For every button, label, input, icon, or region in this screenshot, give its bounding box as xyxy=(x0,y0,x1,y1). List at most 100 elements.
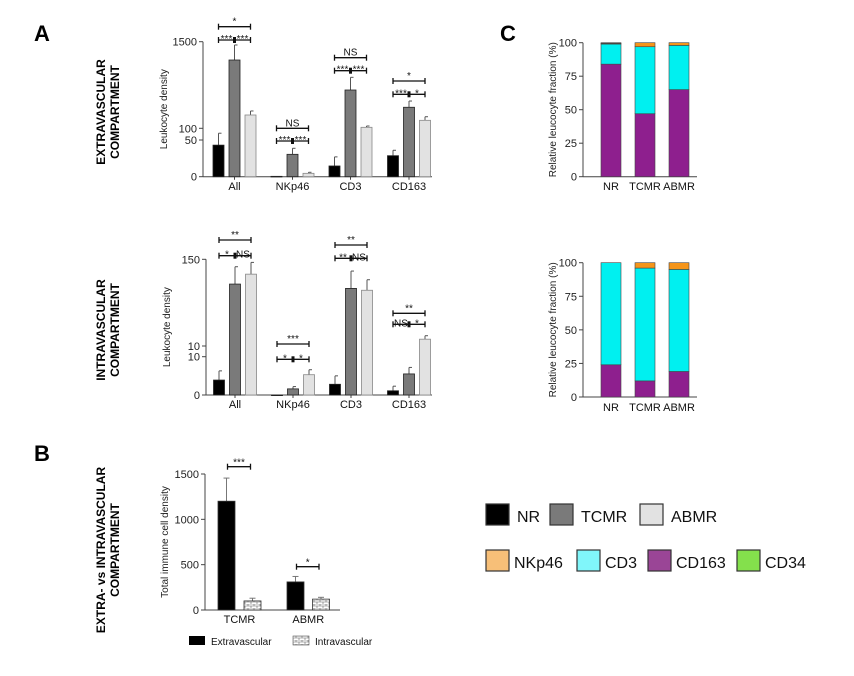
legend-swatch-nr xyxy=(485,503,510,526)
y-tick-label: 1500 xyxy=(175,469,199,481)
significance-label: *** xyxy=(221,34,233,45)
bar-nr-cd163 xyxy=(387,390,399,396)
y-axis-label: Relative leucocyte fraction (%) xyxy=(548,42,559,177)
y-tick-label: 100 xyxy=(559,258,577,270)
legend-label-abmr: ABMR xyxy=(671,509,717,526)
panel-label-a: A xyxy=(34,21,50,46)
y-axis-label: Relative leucocyte fraction (%) xyxy=(548,262,559,397)
legend-swatch-cd163 xyxy=(647,549,672,572)
x-tick-label: CD163 xyxy=(392,399,426,411)
x-tick-label: All xyxy=(229,399,241,411)
legend-swatch-nkp46 xyxy=(485,549,510,572)
stack-cd163-nr xyxy=(600,63,622,177)
significance-label: NS xyxy=(286,118,300,129)
significance-label: * xyxy=(407,71,411,82)
y-tick-label: 0 xyxy=(191,172,197,184)
x-tick-label: CD163 xyxy=(392,181,426,193)
bracket-center-mark xyxy=(407,321,411,328)
bar-nr-nkp46 xyxy=(271,394,283,397)
bar-nr-all xyxy=(212,144,225,178)
legend-swatch-cd34 xyxy=(736,549,761,572)
bracket-center-mark xyxy=(291,356,295,363)
x-tick-label: NKp46 xyxy=(276,399,310,411)
significance-label: NS xyxy=(352,252,366,263)
significance-label: NS xyxy=(394,318,408,329)
side-label-line: COMPARTMENT xyxy=(108,282,122,376)
x-tick-label: TCMR xyxy=(629,181,661,193)
x-tick-label: CD3 xyxy=(339,181,361,193)
y-tick-label: 0 xyxy=(571,172,577,184)
stack-cd163-tcmr xyxy=(634,113,656,178)
stack-nkp46-tcmr xyxy=(634,42,656,48)
bar-nr-cd3 xyxy=(329,383,341,396)
bracket-center-mark xyxy=(349,255,353,262)
y-tick-label: 500 xyxy=(181,560,199,572)
significance-label: *** xyxy=(353,65,365,76)
legend-label-cd34: CD34 xyxy=(765,555,806,572)
significance-label: ** xyxy=(405,303,413,314)
bar-tcmr-all xyxy=(229,283,241,396)
bracket-center-mark xyxy=(349,67,352,74)
legend-swatch-extravascular xyxy=(189,636,205,645)
side-label-line: COMPARTMENT xyxy=(108,64,122,158)
side-label-line: EXTRAVASCULAR xyxy=(94,59,108,165)
x-tick-label: TCMR xyxy=(224,614,256,626)
bar-tcmr-all xyxy=(228,59,241,178)
significance-label: ** xyxy=(347,235,355,246)
legend-swatch-intravascular xyxy=(292,635,310,646)
side-label-extra_vs_intra: EXTRA- vs INTRAVASCULARCOMPARTMENT xyxy=(94,467,122,634)
y-tick-label: 100 xyxy=(559,38,577,50)
bar-nr-all xyxy=(213,379,225,396)
stack-cd3-abmr xyxy=(668,45,690,90)
bar-abmr-all xyxy=(245,273,257,396)
legend-label-nr: NR xyxy=(517,509,540,526)
significance-label: ** xyxy=(231,230,239,241)
bracket-center-mark xyxy=(233,37,236,43)
bar-intravascular-abmr xyxy=(312,598,330,611)
x-tick-label: NR xyxy=(603,402,619,414)
stack-cd163-abmr xyxy=(668,371,690,398)
side-label-intravascular: INTRAVASCULARCOMPARTMENT xyxy=(94,279,122,381)
x-tick-label: ABMR xyxy=(663,181,695,193)
bar-tcmr-nkp46 xyxy=(287,388,299,396)
side-label-line: COMPARTMENT xyxy=(108,502,122,596)
x-tick-label: ABMR xyxy=(292,614,324,626)
bar-nr-cd3 xyxy=(328,165,341,178)
y-axis-label: Leukocyte density xyxy=(162,287,173,367)
significance-label: * xyxy=(283,353,287,364)
stack-cd34-nr xyxy=(600,42,622,44)
legend-label-cd3: CD3 xyxy=(605,555,637,572)
significance-label: * xyxy=(306,558,310,569)
legend-swatch-cd3 xyxy=(576,549,601,572)
bar-abmr-nkp46 xyxy=(302,172,315,178)
stack-nkp46-abmr xyxy=(668,42,690,46)
y-tick-label: 75 xyxy=(565,71,577,83)
side-label-line: EXTRA- vs INTRAVASCULAR xyxy=(94,467,108,634)
bar-intravascular-tcmr xyxy=(243,600,262,611)
legend-swatch-tcmr xyxy=(549,503,574,526)
bar-tcmr-cd163 xyxy=(403,106,415,178)
legend-label-extravascular: Extravascular xyxy=(211,637,272,648)
significance-label: * xyxy=(415,318,419,329)
y-axis-label: Total immune cell density xyxy=(160,486,171,598)
stack-cd3-tcmr xyxy=(634,46,656,115)
y-tick-label: 10 xyxy=(188,352,200,364)
stack-cd3-tcmr xyxy=(634,267,656,382)
significance-label: *** xyxy=(237,34,249,45)
significance-label: * xyxy=(415,88,419,99)
stack-nkp46-tcmr xyxy=(634,262,656,269)
x-tick-label: TCMR xyxy=(629,402,661,414)
significance-label: *** xyxy=(295,135,307,146)
bar-abmr-cd163 xyxy=(419,119,431,178)
stack-cd163-nr xyxy=(600,364,622,398)
significance-label: *** xyxy=(279,135,291,146)
y-tick-label: 25 xyxy=(565,358,577,370)
bar-nr-nkp46 xyxy=(270,175,283,178)
significance-label: *** xyxy=(337,65,349,76)
y-tick-label: 10 xyxy=(188,341,200,353)
bar-tcmr-cd3 xyxy=(345,288,357,396)
y-tick-label: 50 xyxy=(565,105,577,117)
side-label-line: INTRAVASCULAR xyxy=(94,279,108,381)
significance-label: * xyxy=(225,250,229,261)
